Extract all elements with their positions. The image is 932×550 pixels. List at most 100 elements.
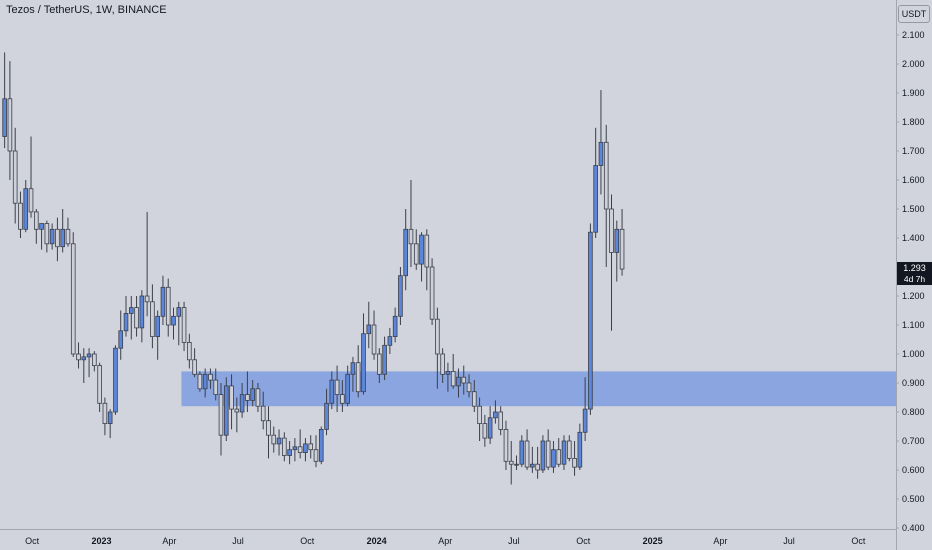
support-zone	[181, 371, 896, 407]
candle	[466, 374, 472, 398]
candle-body	[566, 440, 572, 459]
candle-body	[28, 188, 34, 213]
last-price-value: 1.293	[903, 263, 926, 273]
candle	[176, 301, 182, 346]
y-tick-label: 1.900	[902, 88, 925, 98]
candle-body	[223, 385, 229, 436]
candle	[81, 348, 87, 383]
candle-body	[514, 463, 519, 466]
candle	[572, 441, 577, 476]
candle-body	[535, 463, 540, 471]
candle-body	[313, 449, 319, 462]
candle-body	[519, 440, 525, 465]
candle	[208, 368, 213, 389]
candle	[551, 441, 556, 473]
candle-body	[318, 428, 324, 462]
y-tick-label: 0.600	[902, 465, 925, 475]
candle-body	[65, 228, 71, 245]
candle	[18, 191, 23, 238]
candle-body	[155, 315, 160, 337]
candle-body	[213, 379, 219, 396]
candle	[118, 310, 124, 360]
candle-body	[297, 446, 303, 453]
candle	[445, 362, 451, 392]
candle-body	[55, 228, 60, 248]
candle	[435, 307, 440, 389]
candle-body	[493, 411, 498, 419]
candle	[165, 278, 171, 337]
candle	[39, 223, 44, 250]
candle-body	[366, 324, 372, 335]
candle	[392, 307, 398, 343]
candle	[218, 383, 224, 456]
y-tick-label: 0.700	[902, 436, 925, 446]
candle	[181, 301, 187, 352]
y-tick-label: 1.200	[902, 291, 925, 301]
candle	[250, 380, 255, 407]
candle-body	[545, 440, 551, 468]
candle	[340, 380, 345, 412]
candle-body	[551, 449, 556, 468]
candle	[424, 229, 430, 291]
candle-body	[165, 286, 171, 326]
candle-body	[192, 359, 197, 375]
x-tick-label: Oct	[576, 536, 591, 546]
candle-body	[266, 420, 271, 436]
candle	[355, 345, 361, 398]
candle-body	[429, 266, 435, 320]
candle-body	[44, 223, 50, 245]
candle-body	[588, 231, 593, 410]
candle	[493, 400, 498, 424]
candle	[472, 380, 477, 412]
candle-body	[113, 347, 118, 413]
candle	[545, 429, 551, 470]
candle	[603, 124, 609, 267]
candle-body	[208, 373, 213, 381]
candle	[2, 52, 7, 149]
candle	[97, 362, 102, 412]
candle	[123, 296, 129, 337]
candle	[23, 180, 29, 233]
candle-body	[60, 228, 65, 248]
candle	[334, 365, 340, 412]
candle-body	[92, 353, 97, 366]
candle-body	[498, 411, 503, 430]
candle	[28, 136, 34, 218]
candle	[429, 258, 435, 325]
candle-body	[202, 373, 208, 390]
currency-button[interactable]: USDT	[898, 5, 930, 23]
candle	[577, 423, 583, 470]
candle-body	[287, 449, 292, 456]
candle-body	[572, 457, 577, 468]
candle-body	[361, 333, 366, 393]
candle	[271, 426, 277, 453]
candle	[408, 180, 414, 267]
candle-body	[561, 440, 567, 465]
candle	[614, 220, 620, 282]
candle	[213, 368, 219, 401]
candle-body	[619, 228, 625, 270]
candle	[514, 455, 519, 470]
y-tick-label: 0.800	[902, 407, 925, 417]
candle-body	[234, 408, 240, 413]
candle-body	[540, 440, 546, 471]
candle	[366, 301, 372, 349]
candle	[324, 388, 329, 436]
y-tick-label: 1.500	[902, 204, 925, 214]
candle-body	[324, 402, 329, 430]
candle	[255, 383, 261, 412]
candle	[377, 348, 382, 383]
candle-body	[609, 208, 614, 253]
candle-body	[355, 362, 361, 393]
candle-body	[181, 307, 187, 343]
candle	[44, 220, 50, 253]
candle	[350, 356, 356, 392]
candle	[487, 406, 493, 444]
candle	[524, 429, 530, 470]
y-tick-label: 2.100	[902, 30, 925, 40]
candle	[382, 336, 387, 381]
candle-body	[229, 385, 234, 410]
x-tick-label: Jul	[783, 536, 795, 546]
candle-body	[197, 373, 203, 390]
